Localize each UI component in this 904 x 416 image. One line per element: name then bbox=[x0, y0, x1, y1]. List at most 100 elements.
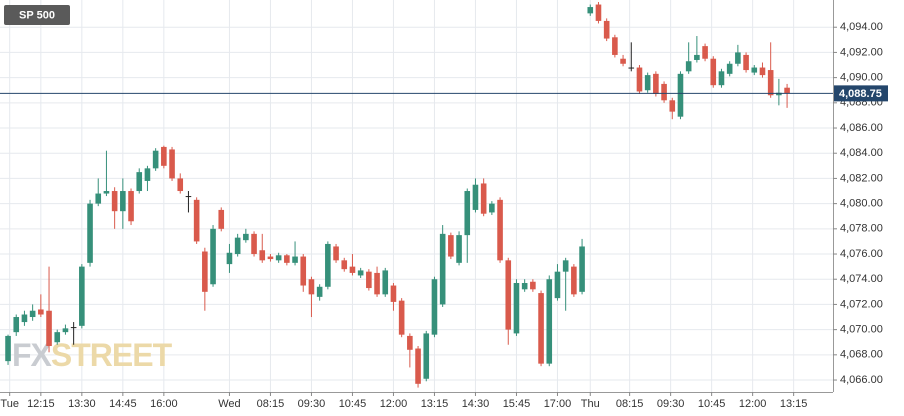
y-tick-label: 4,070.00 bbox=[840, 324, 883, 336]
x-tick-label: 09:30 bbox=[298, 398, 326, 410]
candle-body bbox=[13, 317, 20, 333]
x-tick-label: 13:30 bbox=[68, 398, 96, 410]
y-tick-label: 4,072.00 bbox=[840, 298, 883, 310]
x-tick-label: 16:00 bbox=[150, 398, 178, 410]
candle-body bbox=[398, 300, 405, 335]
candle-body bbox=[661, 83, 667, 101]
candle-body bbox=[357, 270, 364, 276]
y-tick-label: 4,084.00 bbox=[840, 147, 883, 159]
candle-body bbox=[103, 191, 110, 194]
x-tick-label: 15:45 bbox=[503, 398, 531, 410]
x-tick-label: 08:15 bbox=[257, 398, 285, 410]
candle-body bbox=[562, 260, 569, 272]
candle-body bbox=[448, 235, 454, 257]
candle-body bbox=[144, 168, 151, 181]
candle-body bbox=[726, 63, 733, 74]
candle-body bbox=[136, 172, 143, 192]
candle-body bbox=[718, 71, 725, 86]
y-tick-label: 4,066.00 bbox=[840, 374, 883, 386]
candle-body bbox=[735, 52, 741, 64]
y-tick-label: 4,076.00 bbox=[840, 248, 883, 260]
candle-body bbox=[554, 271, 561, 299]
candles bbox=[5, 2, 790, 388]
candle-body bbox=[202, 251, 208, 292]
candle-body bbox=[251, 233, 257, 255]
candle-body bbox=[390, 285, 397, 302]
candle-body bbox=[95, 193, 102, 204]
candle-body bbox=[694, 54, 700, 60]
candle-body bbox=[538, 293, 544, 364]
x-tick-label: 17:00 bbox=[544, 398, 572, 410]
candle-body bbox=[612, 37, 618, 55]
candle-body bbox=[38, 309, 44, 315]
x-tick-label: 08:15 bbox=[616, 398, 644, 410]
candle-body bbox=[177, 178, 184, 192]
candle-body bbox=[513, 283, 520, 334]
candle-body bbox=[70, 327, 77, 329]
candle-body bbox=[579, 246, 585, 292]
x-tick-label: 09:30 bbox=[657, 398, 685, 410]
candle-body bbox=[54, 332, 61, 343]
candle-body bbox=[226, 252, 233, 265]
watermark: FXSTREET bbox=[12, 337, 173, 373]
x-tick-label: Thu bbox=[581, 398, 600, 410]
candle-body bbox=[210, 228, 216, 285]
candle-body bbox=[669, 100, 676, 112]
candle-body bbox=[464, 191, 471, 236]
candle-body bbox=[79, 266, 85, 326]
candle-body bbox=[702, 46, 708, 59]
y-tick-label: 4,092.00 bbox=[840, 46, 883, 58]
candle-body bbox=[751, 67, 758, 73]
candle-body bbox=[546, 279, 553, 364]
candle-body bbox=[767, 70, 774, 96]
candle-body bbox=[284, 255, 290, 263]
candle-body bbox=[316, 286, 323, 297]
candle-body bbox=[193, 199, 200, 242]
candle-body bbox=[218, 209, 225, 229]
candle-body bbox=[685, 61, 692, 72]
candle-body bbox=[423, 333, 430, 379]
candle-body bbox=[185, 196, 192, 198]
candle-body bbox=[292, 256, 298, 263]
candle-body bbox=[308, 279, 315, 295]
candle-body bbox=[636, 67, 643, 92]
candle-body bbox=[644, 75, 651, 91]
x-tick-label: 12:00 bbox=[380, 398, 408, 410]
candle-body bbox=[111, 191, 118, 212]
x-tick-label: 13:15 bbox=[780, 398, 808, 410]
x-tick-label: Tue bbox=[0, 398, 19, 410]
chart-title: SP 500 bbox=[19, 9, 55, 21]
candle-body bbox=[456, 235, 462, 263]
candle-body bbox=[21, 314, 28, 323]
candle-body bbox=[530, 281, 536, 290]
candle-body bbox=[243, 233, 249, 241]
candle-body bbox=[653, 73, 659, 94]
x-tick-label: Wed bbox=[218, 398, 240, 410]
candle-body bbox=[587, 7, 594, 14]
candle-body bbox=[333, 246, 339, 261]
candle-body bbox=[300, 256, 307, 286]
candle-body bbox=[120, 191, 126, 212]
candle-body bbox=[29, 310, 36, 318]
candle-body bbox=[677, 73, 684, 117]
x-tick-label: 14:30 bbox=[462, 398, 490, 410]
candle-body bbox=[603, 20, 610, 39]
title-box bbox=[4, 5, 70, 25]
candle-body bbox=[382, 270, 389, 295]
watermark-street: STREET bbox=[51, 337, 173, 373]
y-tick-label: 4,090.00 bbox=[840, 72, 883, 84]
candle-body bbox=[349, 266, 356, 273]
candle-body bbox=[152, 150, 159, 169]
candle-body bbox=[784, 87, 790, 94]
candle-body bbox=[407, 335, 413, 350]
candle-body bbox=[743, 54, 749, 71]
candle-body bbox=[46, 310, 52, 347]
candle-body bbox=[776, 92, 782, 96]
candle-body bbox=[87, 203, 93, 263]
y-tick-label: 4,068.00 bbox=[840, 349, 883, 361]
candle-body bbox=[628, 67, 635, 69]
candle-body bbox=[325, 243, 331, 287]
candle-body bbox=[505, 260, 512, 330]
candle-body bbox=[439, 233, 446, 305]
y-tick-label: 4,080.00 bbox=[840, 198, 883, 210]
